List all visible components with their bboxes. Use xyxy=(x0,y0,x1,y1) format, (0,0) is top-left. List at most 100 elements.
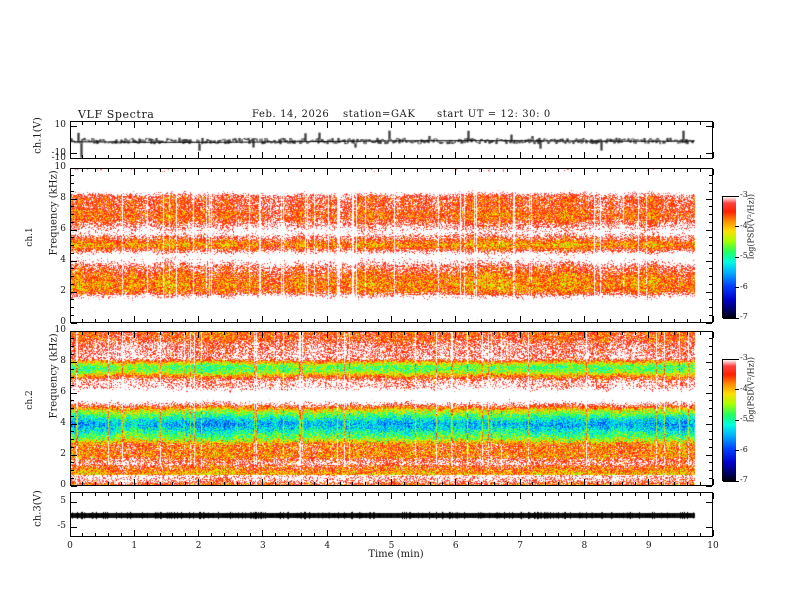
y-minor-tick xyxy=(709,206,712,208)
y-minor-tick xyxy=(709,276,712,277)
x-minor-tick xyxy=(185,169,187,172)
x-minor-tick xyxy=(146,122,148,125)
y-tick-label: -10 xyxy=(51,147,67,158)
x-major-tick xyxy=(198,493,200,499)
x-minor-tick xyxy=(365,122,367,125)
y-minor-tick xyxy=(71,431,74,433)
x-minor-tick xyxy=(275,482,277,485)
colorbar-tick-label: -4 xyxy=(740,383,748,393)
x-major-tick xyxy=(712,479,714,485)
ch2-spectrogram-panel xyxy=(70,331,713,486)
x-major-tick xyxy=(455,316,457,322)
x-minor-tick xyxy=(249,155,251,158)
x-minor-tick xyxy=(403,155,405,158)
x-minor-tick xyxy=(468,493,470,496)
x-minor-tick xyxy=(300,533,302,536)
x-minor-tick xyxy=(249,533,251,536)
x-minor-tick xyxy=(378,493,380,496)
x-minor-tick xyxy=(532,533,534,536)
x-minor-tick xyxy=(159,482,161,485)
x-major-tick xyxy=(455,122,457,128)
x-minor-tick xyxy=(249,493,251,496)
y-major-tick xyxy=(71,153,77,155)
y-minor-tick xyxy=(71,307,74,308)
y-minor-tick xyxy=(71,314,74,316)
x-minor-tick xyxy=(300,155,302,158)
x-minor-tick xyxy=(403,482,405,485)
x-major-tick xyxy=(583,169,585,175)
x-major-tick xyxy=(648,152,650,158)
y-minor-tick xyxy=(709,400,712,402)
x-minor-tick xyxy=(558,319,560,322)
x-minor-tick xyxy=(635,155,637,158)
x-minor-tick xyxy=(481,155,483,158)
x-minor-tick xyxy=(635,122,637,125)
x-minor-tick xyxy=(506,482,508,485)
x-minor-tick xyxy=(236,533,238,536)
x-minor-tick xyxy=(275,122,277,125)
x-minor-tick xyxy=(288,155,290,158)
x-minor-tick xyxy=(108,122,110,125)
x-minor-tick xyxy=(545,332,547,335)
x-minor-tick xyxy=(95,169,97,172)
x-major-tick xyxy=(583,316,585,322)
x-minor-tick xyxy=(532,493,534,496)
x-minor-tick xyxy=(416,169,418,172)
y-major-tick xyxy=(71,454,77,456)
x-tick-label: 3 xyxy=(260,541,266,551)
y-minor-tick xyxy=(709,408,712,409)
x-major-tick xyxy=(133,479,135,485)
y-minor-tick xyxy=(71,245,74,246)
x-minor-tick xyxy=(571,122,573,125)
colorbar-tick-label: -5 xyxy=(740,251,748,260)
x-minor-tick xyxy=(120,493,122,496)
x-minor-tick xyxy=(185,319,187,322)
y-minor-tick xyxy=(71,268,74,270)
x-major-tick xyxy=(69,530,71,536)
y-major-tick xyxy=(706,291,712,293)
x-minor-tick xyxy=(223,332,225,335)
x-minor-tick xyxy=(545,482,547,485)
x-minor-tick xyxy=(159,493,161,496)
y-major-tick xyxy=(706,485,712,487)
x-major-tick xyxy=(69,169,71,175)
x-major-tick xyxy=(198,332,200,338)
y-minor-tick xyxy=(709,477,712,479)
x-major-tick xyxy=(455,332,457,338)
x-minor-tick xyxy=(416,482,418,485)
x-major-tick xyxy=(519,530,521,536)
x-minor-tick xyxy=(365,319,367,322)
y-minor-tick xyxy=(71,237,74,239)
x-minor-tick xyxy=(82,155,84,158)
ch1-waveform-ymin-label: -10 xyxy=(51,153,67,163)
x-minor-tick xyxy=(609,493,611,496)
x-major-tick xyxy=(133,122,135,128)
x-minor-tick xyxy=(82,332,84,335)
x-major-tick xyxy=(391,332,392,338)
x-major-tick xyxy=(712,332,714,338)
y-major-tick xyxy=(706,198,712,200)
x-minor-tick xyxy=(468,482,470,485)
x-minor-tick xyxy=(673,122,675,125)
y-minor-tick xyxy=(71,221,74,223)
y-major-tick xyxy=(706,330,712,332)
y-major-tick xyxy=(706,322,712,324)
x-tick-label: 6 xyxy=(452,541,459,551)
y-minor-tick xyxy=(709,237,712,239)
x-minor-tick xyxy=(146,533,148,536)
x-major-tick xyxy=(262,152,264,158)
x-major-tick xyxy=(198,530,200,536)
y-major-tick xyxy=(71,485,77,487)
x-minor-tick xyxy=(339,533,341,536)
x-minor-tick xyxy=(468,332,470,335)
y-major-tick xyxy=(706,361,712,363)
y-major-tick xyxy=(706,167,712,169)
x-major-tick xyxy=(198,479,200,485)
y-tick-label: 10 xyxy=(54,120,66,131)
x-minor-tick xyxy=(275,533,277,536)
x-minor-tick xyxy=(146,493,148,496)
x-minor-tick xyxy=(159,122,161,125)
x-minor-tick xyxy=(249,319,251,322)
x-minor-tick xyxy=(468,319,470,322)
x-minor-tick xyxy=(429,169,431,172)
